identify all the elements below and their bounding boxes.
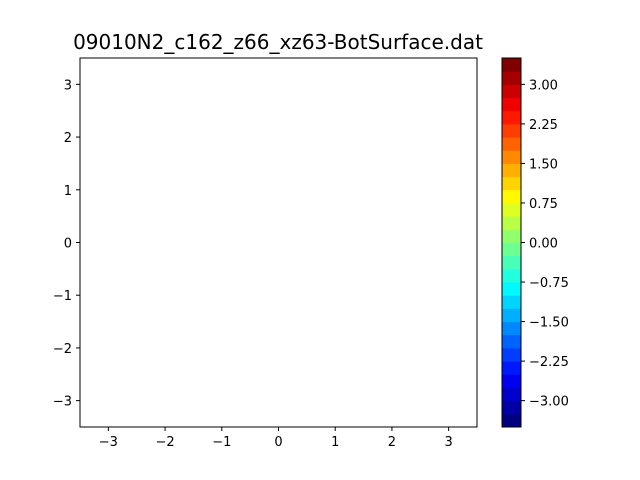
colorbar-band <box>502 58 521 72</box>
x-tick-label: 2 <box>388 435 396 450</box>
colorbar-tick-label: 3.00 <box>529 78 558 93</box>
colorbar-band <box>502 295 521 309</box>
colorbar-band <box>502 150 521 164</box>
x-tick-label: 3 <box>445 435 453 450</box>
colorbar-band <box>502 176 521 191</box>
colorbar-tick-label: −1.50 <box>529 316 569 331</box>
colorbar-band <box>502 163 521 178</box>
colorbar-band <box>502 387 521 402</box>
colorbar-band <box>502 334 521 349</box>
y-axis: −3 −2 −1 0 1 2 3 <box>53 78 80 410</box>
colorbar-band <box>502 189 521 204</box>
colorbar-frame <box>501 57 522 428</box>
plot-background <box>80 58 477 427</box>
plot-frame <box>79 57 478 428</box>
colorbar-band <box>502 84 521 99</box>
colorbar: −3.00 −2.25 −1.50 −0.75 0.00 0.75 1.50 2.25 3.00 <box>501 57 569 428</box>
colorbar-band <box>502 123 521 138</box>
colorbar-tick-label: −3.00 <box>529 395 569 410</box>
colorbar-band <box>502 137 521 151</box>
colorbar-band <box>502 374 521 388</box>
colorbar-band <box>502 268 521 283</box>
plot-area: −3 −2 −1 0 1 2 3 −3 −2 −1 0 1 2 3 <box>53 57 478 450</box>
x-tick-label: −1 <box>212 435 231 450</box>
x-tick-label: −2 <box>155 435 174 450</box>
y-tick-label: 0 <box>64 237 72 252</box>
x-tick-label: 0 <box>274 435 282 450</box>
x-axis: −3 −2 −1 0 1 2 3 <box>99 427 453 450</box>
colorbar-band <box>502 71 521 85</box>
colorbar-band <box>502 216 521 230</box>
x-tick-label: −3 <box>99 435 118 450</box>
y-tick-label: 2 <box>64 131 72 146</box>
colorbar-tick-label: −0.75 <box>529 276 569 291</box>
colorbar-band <box>502 361 521 375</box>
y-tick-label: −1 <box>53 289 72 304</box>
colorbar-band <box>502 255 521 270</box>
colorbar-band <box>502 400 521 415</box>
y-tick-label: 3 <box>64 78 72 93</box>
colorbar-band <box>502 321 521 336</box>
x-tick-label: 1 <box>331 435 339 450</box>
y-tick-label: 1 <box>64 184 72 199</box>
colorbar-tick-label: 2.25 <box>529 118 558 133</box>
colorbar-band <box>502 413 521 428</box>
y-tick-label: −3 <box>53 395 72 410</box>
colorbar-tick-label: 1.50 <box>529 157 558 172</box>
colorbar-band <box>502 308 521 323</box>
colorbar-axis: −3.00 −2.25 −1.50 −0.75 0.00 0.75 1.50 2.25 3.00 <box>521 78 569 410</box>
colorbar-band <box>502 347 521 362</box>
colorbar-band <box>502 202 521 217</box>
colorbar-band <box>502 242 521 257</box>
colorbar-tick-label: −2.25 <box>529 355 569 370</box>
colorbar-tick-label: 0.00 <box>529 237 558 252</box>
colorbar-band <box>502 110 521 125</box>
colorbar-band <box>502 229 521 243</box>
chart-title: 09010N2_c162_z66_xz63-BotSurface.dat <box>73 30 483 54</box>
colorbar-tick-label: 0.75 <box>529 197 558 212</box>
colorbar-band <box>502 282 521 296</box>
colorbar-band <box>502 97 521 112</box>
colorbar-bands <box>502 58 521 428</box>
y-tick-label: −2 <box>53 342 72 357</box>
